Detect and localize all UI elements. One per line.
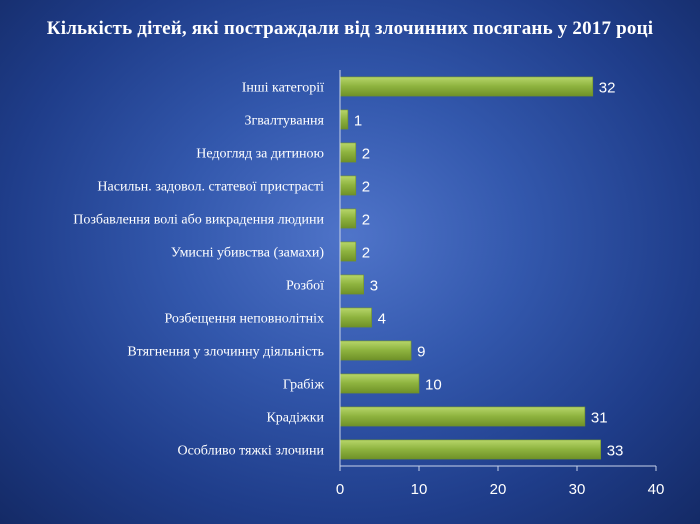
- data-label: 3: [370, 278, 378, 295]
- category-label: Умисні убивства (замахи): [171, 246, 324, 261]
- category-label: Насильн. задовол. статевої пристрасті: [97, 180, 324, 195]
- category-label: Недогляд за дитиною: [196, 147, 324, 162]
- data-label: 2: [362, 245, 370, 262]
- data-label: 4: [378, 311, 386, 328]
- data-label: 2: [362, 179, 370, 196]
- data-label: 32: [599, 80, 616, 97]
- bar: [339, 307, 372, 328]
- bar: [339, 274, 365, 295]
- category-label: Особливо тяжкі злочини: [177, 444, 324, 459]
- category-label: Згвалтування: [244, 114, 324, 129]
- data-label: 1: [354, 113, 362, 130]
- bar: [339, 109, 349, 130]
- chart-title: Кількість дітей, які постраждали від зло…: [46, 18, 654, 39]
- data-label: 2: [362, 146, 370, 163]
- data-label: 2: [362, 212, 370, 229]
- data-label: 33: [607, 443, 624, 460]
- x-tick-label: 30: [569, 481, 586, 498]
- category-label: Позбавлення волі або викрадення людини: [73, 213, 324, 228]
- category-label: Грабіж: [283, 378, 324, 393]
- category-label: Інші категорії: [242, 81, 324, 96]
- x-tick-label: 0: [336, 481, 344, 498]
- bar: [339, 439, 602, 460]
- bar: [339, 208, 357, 229]
- x-tick-label: 10: [411, 481, 428, 498]
- bar: [339, 406, 586, 427]
- bar: [339, 340, 412, 361]
- x-tick-label: 40: [648, 481, 665, 498]
- category-label: Розбещення неповнолітніх: [164, 312, 324, 327]
- bar: [339, 175, 357, 196]
- category-label: Втягнення у злочинну діяльність: [127, 345, 324, 360]
- x-tick-label: 20: [490, 481, 507, 498]
- category-label: Розбої: [286, 279, 324, 294]
- data-label: 10: [425, 377, 442, 394]
- bar: [339, 142, 357, 163]
- bar: [339, 76, 594, 97]
- data-label: 9: [417, 344, 425, 361]
- category-label: Крадіжки: [266, 411, 324, 426]
- data-label: 31: [591, 410, 608, 427]
- bar: [339, 241, 357, 262]
- bar: [339, 373, 420, 394]
